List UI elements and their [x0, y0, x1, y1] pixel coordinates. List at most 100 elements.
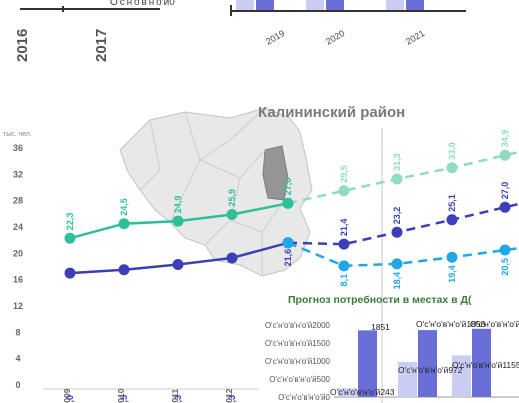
series-point	[338, 238, 350, 250]
inset-bar-label: О'с'н'о'в'н'о'й1894	[470, 319, 519, 329]
data-label: 24,9	[173, 196, 183, 214]
y-tick-label: 24	[13, 222, 23, 232]
inset-bar	[418, 330, 437, 397]
y-tick-label: 32	[13, 169, 23, 179]
y-tick-label: 0	[15, 380, 20, 390]
data-label: 20,5	[500, 258, 510, 276]
y-tick-label: 8	[15, 327, 20, 337]
series-point	[446, 251, 458, 263]
inset-y-tick-label: О'с'н'о'в'н'о'й1500	[265, 339, 331, 348]
series-point	[64, 232, 76, 244]
x-axis: 2009 2010 2011 2012	[43, 388, 259, 403]
inset-bar-label: О'с'н'о'в'н'о'й243	[330, 387, 395, 397]
top-baseline	[20, 8, 160, 10]
series-point	[338, 260, 350, 272]
top-year-label: 2016	[14, 28, 31, 62]
top-year-label: 2017	[93, 28, 110, 62]
top-bar	[236, 0, 254, 10]
y-tick-label: 28	[13, 196, 23, 206]
series-forecast-line	[287, 202, 519, 246]
x-tick-label: 2010	[116, 388, 126, 403]
series-point	[499, 201, 511, 213]
data-label: 22,3	[65, 213, 75, 231]
inset-y-tick-label: О'с'н'о'в'н'о'й500	[269, 375, 330, 384]
data-label: 27,0	[500, 182, 510, 200]
y-tick-label: 4	[15, 354, 20, 364]
series-forecast-line	[287, 150, 519, 205]
inset-bar-chart: О'с'н'о'в'н'о'й0О'с'н'о'в'н'о'й500О'с'н'…	[265, 319, 519, 402]
inset-bar-label: О'с'н'о'в'н'о'й1858	[416, 319, 486, 329]
x-tick-label: 2012	[224, 388, 234, 403]
series-point	[226, 208, 238, 220]
series-point	[391, 226, 403, 238]
series-point	[446, 214, 458, 226]
x-tick-label: 2009	[62, 388, 72, 403]
y-tick-label: 36	[13, 143, 23, 153]
series-point	[391, 173, 403, 185]
data-label: 29,5	[339, 165, 349, 183]
top-bar	[406, 0, 424, 10]
data-label: 33,0	[447, 142, 457, 160]
inset-bar	[472, 328, 491, 397]
data-label: 17,5	[119, 395, 129, 403]
inset-y-tick-label: О'с'н'о'в'н'о'й0	[278, 393, 330, 402]
inset-bar-label: О'с'н'о'в'н'о'й972	[398, 365, 463, 375]
series-point	[64, 267, 76, 279]
series-point	[172, 259, 184, 271]
top-bars	[236, 0, 424, 10]
data-label: 25,1	[447, 194, 457, 212]
top-bar	[256, 0, 274, 10]
y-axis: 0 4 8 12 16 20 24 28 32 36	[13, 143, 23, 390]
x-tick-label: 2011	[170, 389, 180, 403]
series-point	[391, 258, 403, 270]
data-label: 18,4	[392, 272, 402, 290]
top-tick-label: 2019	[264, 28, 286, 47]
series-point	[499, 149, 511, 161]
series-point	[282, 237, 294, 249]
series-point	[446, 162, 458, 174]
map-district-lines	[139, 107, 285, 276]
top-tick-label: 2020	[324, 28, 346, 47]
data-label: 27,6	[283, 178, 293, 196]
map-background	[119, 107, 313, 277]
inset-bars: О'с'н'о'в'н'о'й243О'с'н'о'в'н'о'й972О'с'…	[330, 319, 519, 397]
top-tick-labels: 2019 2020 2021	[264, 28, 426, 47]
inset-bar	[398, 362, 417, 397]
data-label: 23,2	[392, 207, 402, 225]
top-bar	[386, 0, 404, 10]
data-label: 31,3	[392, 153, 402, 171]
data-label: 34,9	[500, 130, 510, 148]
y-tick-label: 16	[13, 275, 23, 285]
inset-y-tick-label: О'с'н'о'в'н'о'й1000	[265, 357, 331, 366]
map-shape	[119, 107, 313, 277]
data-label: 17,0	[65, 395, 75, 403]
top-bar-fragment: 2019 2020 2021	[230, 0, 466, 47]
inset-y-tick-label: О'с'н'о'в'н'о'й2000	[265, 321, 331, 330]
data-label: 25,9	[227, 189, 237, 207]
series-point	[282, 197, 294, 209]
series-point	[118, 264, 130, 276]
top-bar	[326, 0, 344, 10]
y-tick-label: 12	[13, 301, 23, 311]
top-bar	[306, 0, 324, 10]
y-tick-label: 20	[13, 248, 23, 258]
top-tick-label: 2021	[404, 28, 426, 47]
series-point	[499, 244, 511, 256]
data-label: 24,5	[119, 198, 129, 216]
series-point	[226, 252, 238, 264]
data-label: 8,1	[339, 274, 349, 287]
series-point	[338, 185, 350, 197]
inset-chart-title: Прогноз потребности в местах в Д(	[288, 294, 472, 306]
data-label: 19,3	[227, 395, 237, 403]
chart-title: Калининский район	[258, 104, 406, 121]
inset-bar	[452, 355, 471, 397]
inset-bar	[358, 330, 377, 397]
top-legend-label: О'с'н'о'в'н'о'й0	[110, 0, 175, 8]
top-fragment: О'с'н'о'в'н'о'й0 2016 2017 2019 2020 202…	[0, 0, 519, 70]
inset-bar-label: О'с'н'о'в'н'о'й1155	[452, 360, 519, 370]
data-label: 18,3	[173, 395, 183, 403]
inset-bar-label: 1851	[371, 322, 390, 332]
series-layer: 22,3 24,5 24,9 25,9 27,6 29,5 31,3 33,0 34,9 17,0…	[64, 130, 519, 403]
y-axis-unit: тыс. чел.	[3, 131, 32, 138]
